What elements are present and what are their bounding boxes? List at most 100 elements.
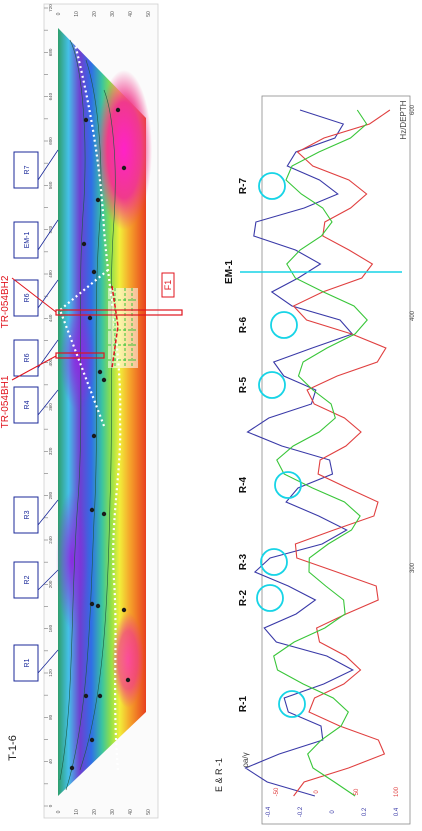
- borehole-leader-bh1: [11, 355, 57, 381]
- depth-axis-top: 0 10 20 30 40 50: [56, 11, 152, 17]
- ert-connector: [37, 499, 59, 526]
- vlf-graph: EM-1 R-1 R-2 R-3 R-4 R-5 R-6 R-7 300 400 600 -0.4…: [224, 95, 416, 825]
- graph-x-tick: 600: [410, 104, 416, 115]
- depth-tick-label: 30: [110, 809, 116, 815]
- fault-trace: [58, 309, 106, 427]
- high-resistivity-zone-low: [112, 612, 144, 708]
- graph-left-tick: -0.2: [298, 806, 304, 817]
- graph-left-tick: 0.2: [362, 807, 368, 816]
- low-resistivity-zone-2: [56, 490, 88, 630]
- ert-boxes: R1 R2 R3 R4 R6 R6 EM-1 R7: [13, 149, 59, 682]
- graph-right-tick: 0: [314, 790, 320, 794]
- borehole-label-bh2: TR-054BH2: [0, 275, 11, 328]
- station-tick-label: 680: [48, 48, 53, 56]
- fault-trace-2: [59, 269, 109, 311]
- vlf-marker-label: R-1: [238, 696, 249, 713]
- station-tick-label: 0: [48, 804, 53, 807]
- vlf-marker-label: R-6: [238, 317, 249, 334]
- contour-line: [79, 89, 116, 771]
- vlf-marker-label: R-5: [238, 377, 249, 394]
- station-tick-label: 120: [48, 669, 53, 677]
- vlf-marker-circle: [258, 371, 286, 399]
- ert-box: [13, 221, 39, 259]
- graph-x-tick: 300: [410, 562, 416, 573]
- ert-box-label: R2: [24, 575, 31, 584]
- series-red: [292, 109, 391, 797]
- vlf-marker-circle: [274, 471, 302, 499]
- station-tick-label: 440: [48, 314, 53, 322]
- station-tick-label: 560: [48, 181, 53, 189]
- ert-connector: [37, 219, 59, 251]
- ert-box-label: R3: [24, 510, 31, 519]
- vlf-marker-label: R-4: [238, 477, 249, 494]
- depth-tick-label: 50: [146, 11, 152, 17]
- vlf-marker-circle: [258, 172, 286, 200]
- vlf-marker-circle: [270, 311, 298, 339]
- station-tick-label: 360: [48, 403, 53, 411]
- vlf-marker-label: R-2: [238, 590, 249, 607]
- borehole-bh2: [55, 309, 183, 316]
- section-label: T-1-6: [7, 735, 19, 761]
- series-blue: [244, 109, 355, 797]
- depth-tick-label: 20: [92, 809, 98, 815]
- graph-right-tick: 50: [354, 788, 360, 795]
- depth-tick-label: 0: [56, 12, 62, 15]
- station-tick-label: 720: [48, 4, 53, 12]
- depth-tick-label: 40: [128, 11, 134, 17]
- station-tick-label: 640: [48, 92, 53, 100]
- ert-box-label: R7: [24, 165, 31, 174]
- ert-box-label: EM-1: [24, 232, 31, 249]
- interpreted-boundary: [72, 39, 122, 771]
- graph-left-tick: -0.4: [266, 806, 272, 817]
- vlf-marker-label: R-7: [238, 178, 249, 195]
- station-tick-label: 240: [48, 536, 53, 544]
- station-axis: 0 40 80 120 160 200 240 280 320 360 400 440 480 520 56…: [44, 4, 53, 807]
- station-tick-label: 280: [48, 491, 53, 499]
- depth-tick-label: 50: [146, 809, 152, 815]
- graph-x-tick: 400: [410, 310, 416, 321]
- axis-left-sub: ρa/γ: [241, 752, 250, 767]
- vlf-marker-label: R-3: [238, 554, 249, 571]
- measurement-points: [69, 107, 131, 771]
- ert-connector: [37, 149, 59, 181]
- depth-tick-label: 0: [56, 810, 62, 813]
- ert-box: [13, 644, 39, 682]
- em-marker-label: EM-1: [224, 260, 235, 284]
- high-resistivity-zone: [96, 70, 152, 230]
- station-tick-label: 400: [48, 358, 53, 366]
- station-tick-label: 160: [48, 624, 53, 632]
- ert-connector: [37, 649, 59, 674]
- ert-connector: [37, 339, 59, 369]
- ert-box-label: R1: [24, 658, 31, 667]
- ert-box-label: R4: [24, 400, 31, 409]
- axis-right-label: Hz/DEPTH: [399, 100, 408, 139]
- borehole-leader-bh2: [11, 277, 57, 313]
- borehole-label-bh1: TR-054BH1: [0, 375, 11, 428]
- ert-box-label: R6: [24, 293, 31, 302]
- depth-tick-label: 10: [74, 11, 80, 17]
- graph-left-tick: 0.4: [394, 807, 400, 816]
- fault-label: F1: [163, 280, 173, 291]
- ert-connector: [37, 389, 59, 416]
- station-tick-label: 40: [48, 759, 53, 765]
- resistivity-section: 0408012016020024028032036040044048052056…: [43, 3, 183, 819]
- vlf-marker-circle: [256, 584, 284, 612]
- fault-label-box: [161, 272, 175, 298]
- depth-tick-label: 10: [74, 809, 80, 815]
- axis-left-label: E & R -1: [214, 758, 224, 792]
- depth-tick-label: 40: [128, 809, 134, 815]
- ert-connector: [37, 279, 59, 309]
- fault-f1-trace: [111, 285, 119, 369]
- ert-box-label: R6: [24, 353, 31, 362]
- ert-box: [13, 339, 39, 377]
- vlf-marker-circle: [278, 690, 306, 718]
- vlf-markers: R-1 R-2 R-3 R-4 R-5 R-6 R-7: [238, 172, 306, 718]
- station-tick-label: 80: [48, 714, 53, 720]
- fracture-zone: [108, 288, 138, 368]
- borehole-bh1: [55, 352, 105, 359]
- ert-box: [13, 151, 39, 189]
- station-tick-label: 480: [48, 270, 53, 278]
- graph-frame: [261, 95, 411, 825]
- contour-line: [59, 39, 86, 781]
